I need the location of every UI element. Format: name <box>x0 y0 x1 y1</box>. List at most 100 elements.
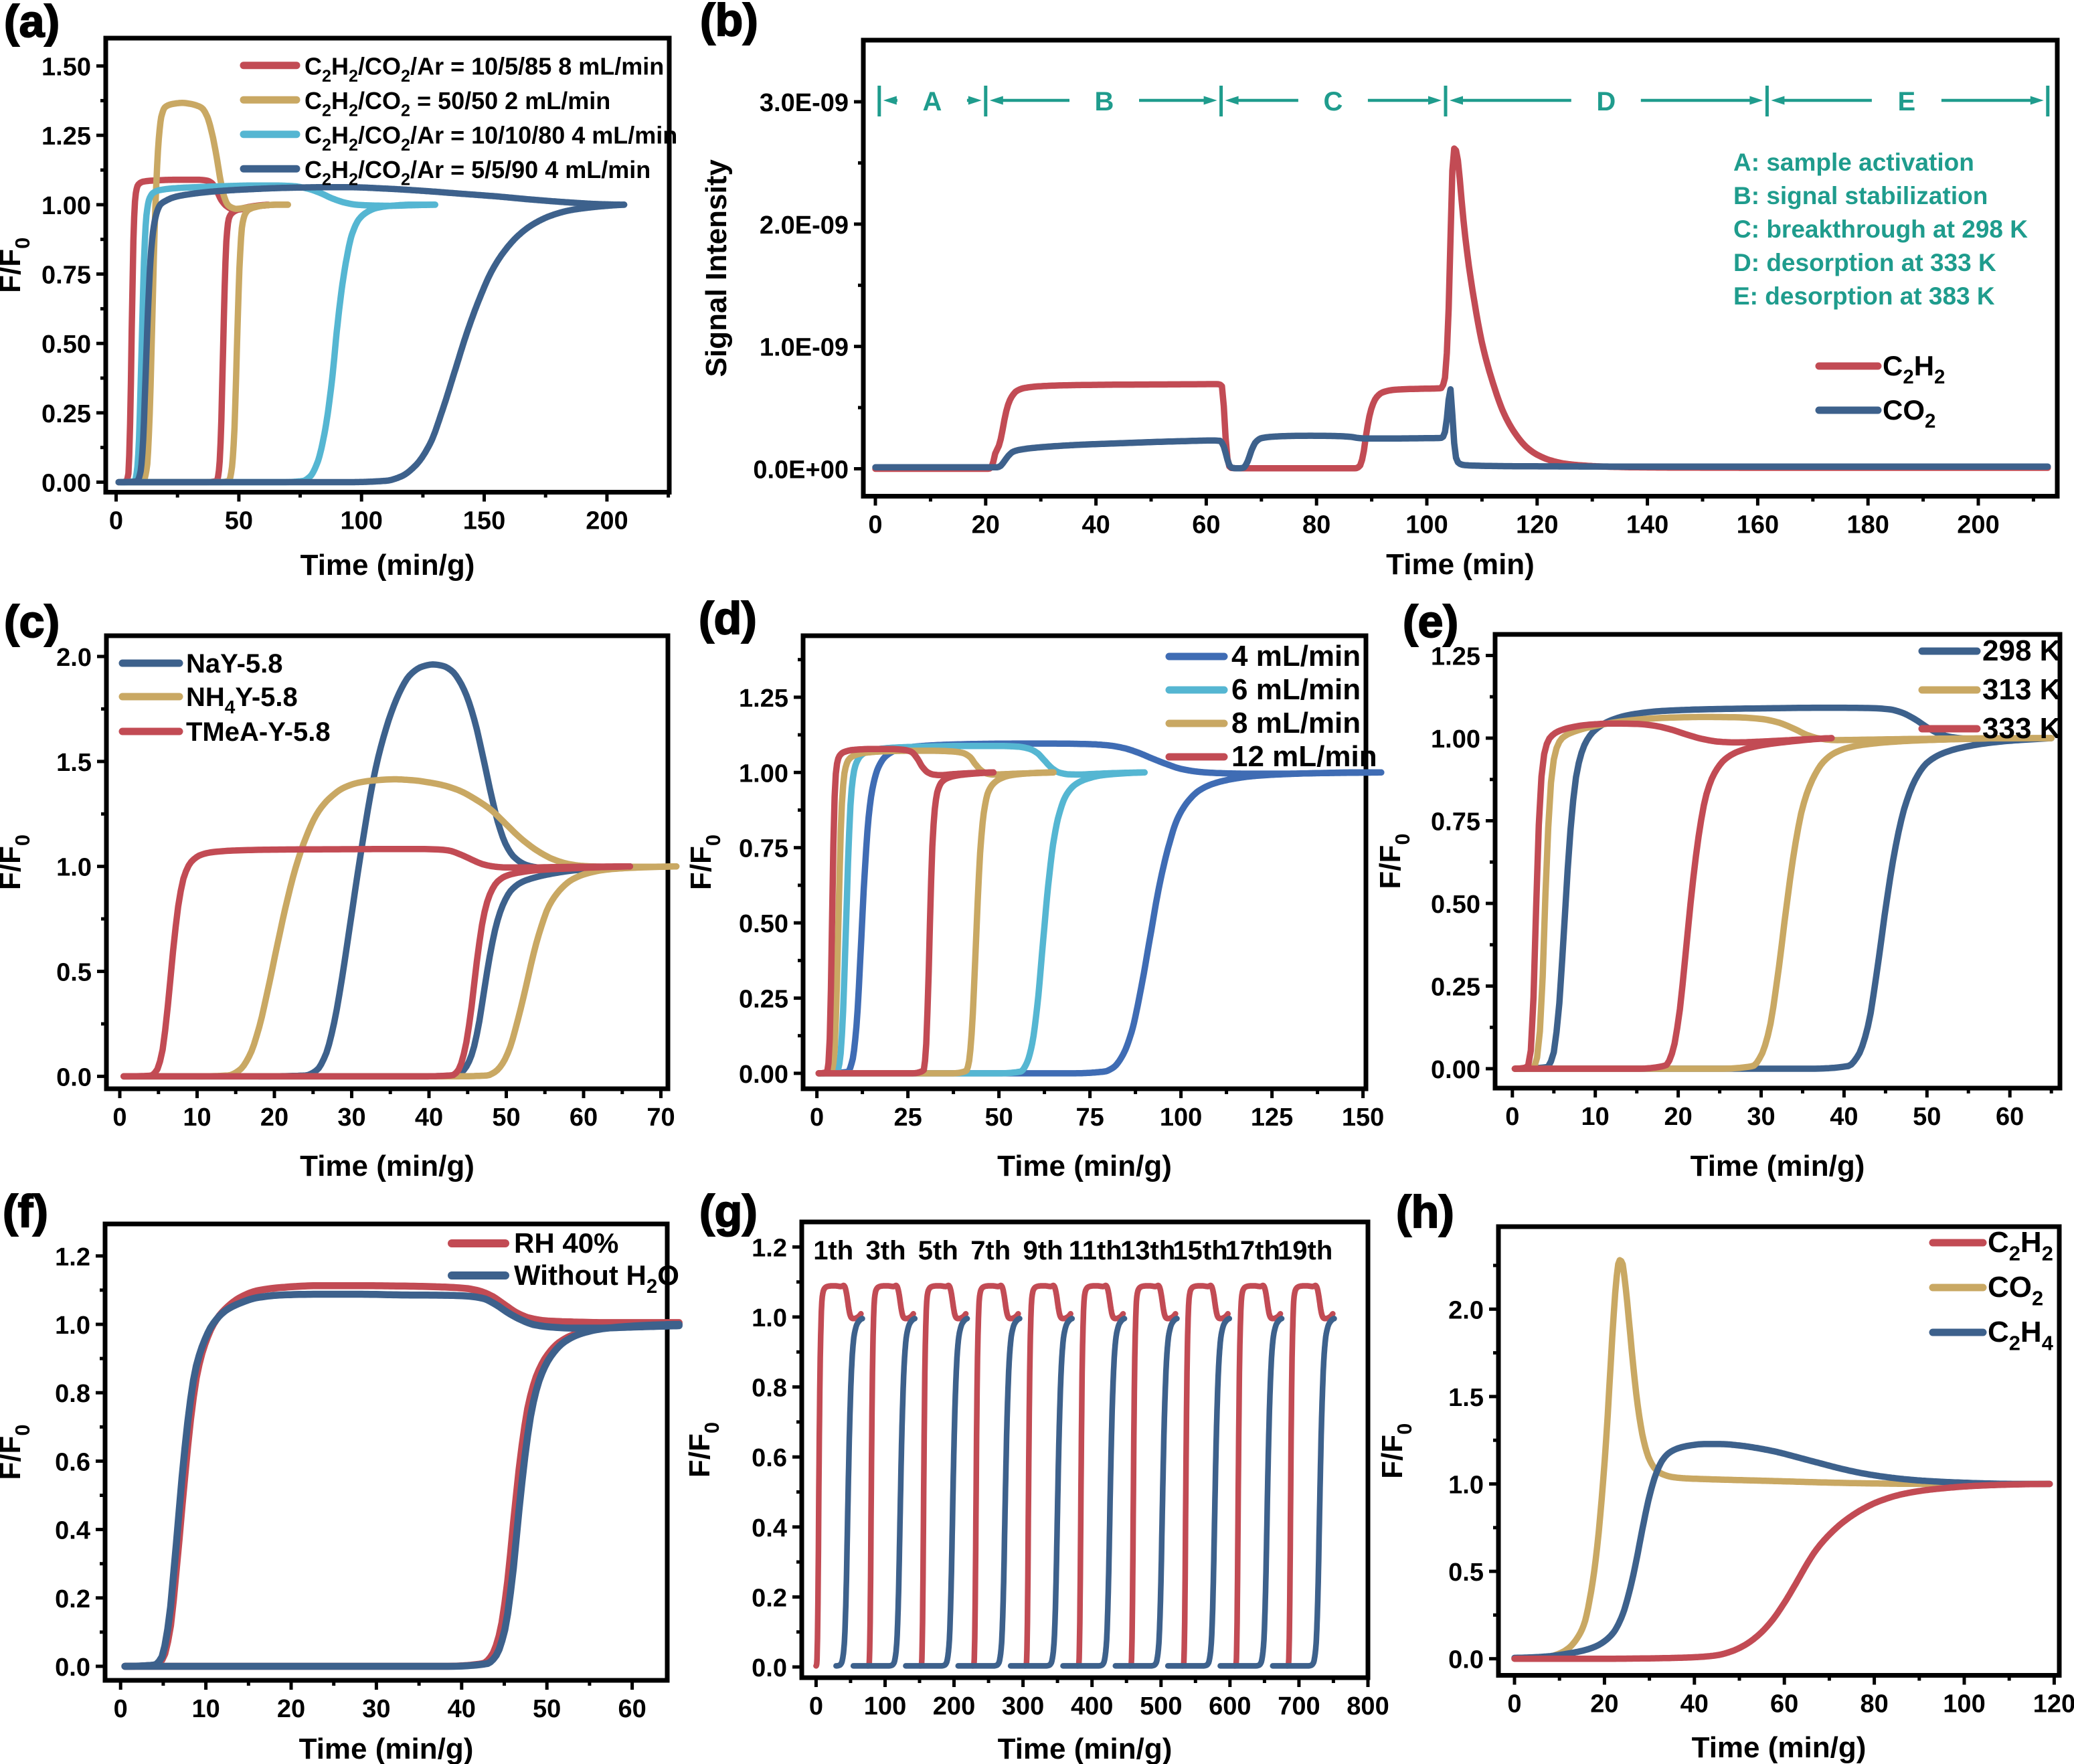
svg-text:D: D <box>1596 87 1616 116</box>
svg-text:100: 100 <box>1160 1104 1202 1132</box>
svg-text:200: 200 <box>1957 511 1999 539</box>
svg-text:1.25: 1.25 <box>739 685 788 713</box>
svg-text:298 K: 298 K <box>1982 634 2061 667</box>
svg-text:0.2: 0.2 <box>752 1584 787 1612</box>
svg-text:(f): (f) <box>3 1186 48 1237</box>
svg-text:A: sample activation: A: sample activation <box>1733 149 1974 176</box>
svg-text:1.2: 1.2 <box>55 1243 90 1271</box>
svg-text:10: 10 <box>1581 1103 1610 1131</box>
svg-text:0.0: 0.0 <box>752 1654 787 1682</box>
svg-text:1th: 1th <box>813 1236 853 1265</box>
svg-text:(c): (c) <box>4 596 60 647</box>
svg-text:10: 10 <box>183 1104 211 1132</box>
svg-text:0: 0 <box>868 511 882 539</box>
svg-text:1.5: 1.5 <box>1448 1384 1484 1412</box>
svg-text:80: 80 <box>1860 1690 1888 1718</box>
svg-text:10: 10 <box>191 1695 220 1723</box>
svg-text:(a): (a) <box>4 0 60 47</box>
svg-text:B: signal stabilization: B: signal stabilization <box>1733 182 1988 209</box>
svg-text:Time (min/g): Time (min/g) <box>997 1150 1172 1182</box>
svg-text:200: 200 <box>586 507 628 535</box>
svg-text:5th: 5th <box>918 1236 958 1265</box>
svg-text:3th: 3th <box>866 1236 906 1265</box>
svg-text:0.2: 0.2 <box>55 1585 90 1613</box>
svg-text:0.8: 0.8 <box>752 1375 787 1403</box>
svg-text:1.0: 1.0 <box>55 1312 90 1340</box>
svg-text:0.4: 0.4 <box>55 1517 90 1545</box>
svg-text:0.5: 0.5 <box>1448 1559 1484 1587</box>
svg-text:0.50: 0.50 <box>1431 891 1480 919</box>
svg-text:20: 20 <box>1664 1103 1692 1131</box>
svg-text:3.0E-09: 3.0E-09 <box>760 89 849 117</box>
svg-text:30: 30 <box>362 1695 390 1723</box>
svg-text:100: 100 <box>864 1692 906 1721</box>
svg-text:Time (min): Time (min) <box>1386 548 1535 581</box>
svg-text:Signal Intensity: Signal Intensity <box>700 159 733 377</box>
svg-text:1.0: 1.0 <box>752 1304 787 1332</box>
svg-text:60: 60 <box>570 1104 598 1132</box>
svg-text:0.75: 0.75 <box>41 262 91 290</box>
svg-text:0.50: 0.50 <box>41 331 91 359</box>
svg-text:0.25: 0.25 <box>41 400 91 428</box>
svg-text:C: C <box>1323 87 1343 116</box>
svg-text:1.0E-09: 1.0E-09 <box>760 334 849 362</box>
svg-text:120: 120 <box>1516 511 1558 539</box>
svg-text:E: E <box>1898 87 1916 116</box>
svg-text:1.00: 1.00 <box>739 760 788 788</box>
svg-text:0.75: 0.75 <box>1431 808 1480 836</box>
svg-text:9th: 9th <box>1023 1236 1063 1265</box>
svg-text:0.00: 0.00 <box>41 470 91 498</box>
svg-text:0.4: 0.4 <box>752 1514 787 1542</box>
svg-text:E: desorption at 383 K: E: desorption at 383 K <box>1733 282 1995 310</box>
svg-text:19th: 19th <box>1278 1236 1332 1265</box>
svg-text:50: 50 <box>533 1695 561 1723</box>
svg-text:100: 100 <box>1943 1690 1985 1718</box>
svg-text:30: 30 <box>337 1104 365 1132</box>
svg-text:313 K: 313 K <box>1982 673 2061 706</box>
svg-text:(d): (d) <box>699 593 757 644</box>
svg-text:0.0E+00: 0.0E+00 <box>753 456 849 484</box>
svg-text:40: 40 <box>448 1695 476 1723</box>
svg-text:0: 0 <box>112 1104 126 1132</box>
svg-text:D: desorption at 333 K: D: desorption at 333 K <box>1733 249 1996 276</box>
svg-text:60: 60 <box>1192 511 1220 539</box>
svg-text:20: 20 <box>260 1104 288 1132</box>
svg-text:160: 160 <box>1737 511 1779 539</box>
svg-text:20: 20 <box>277 1695 305 1723</box>
svg-text:100: 100 <box>340 507 382 535</box>
svg-text:300: 300 <box>1002 1692 1044 1721</box>
svg-text:C2H2​/CO2​/Ar = 5/5/90 4 mL/mi: C2H2​/CO2​/Ar = 5/5/90 4 mL/min <box>305 156 651 189</box>
svg-text:60: 60 <box>1770 1690 1798 1718</box>
svg-text:Time (min/g): Time (min/g) <box>299 1733 474 1764</box>
svg-text:0.0: 0.0 <box>1448 1646 1484 1674</box>
svg-text:500: 500 <box>1140 1692 1182 1721</box>
svg-text:NH4​Y-5.8: NH4​Y-5.8 <box>186 683 298 717</box>
svg-text:4 mL/min: 4 mL/min <box>1231 640 1361 673</box>
svg-text:0: 0 <box>1507 1690 1521 1718</box>
svg-text:B: B <box>1095 87 1114 116</box>
svg-text:Time (min/g): Time (min/g) <box>1692 1731 1867 1764</box>
svg-text:1.0: 1.0 <box>1448 1472 1484 1500</box>
svg-text:1.50: 1.50 <box>41 54 91 82</box>
svg-text:150: 150 <box>1342 1104 1384 1132</box>
svg-text:0.25: 0.25 <box>1431 974 1480 1002</box>
svg-text:0: 0 <box>809 1692 823 1721</box>
svg-text:17th: 17th <box>1225 1236 1280 1265</box>
svg-text:70: 70 <box>646 1104 675 1132</box>
svg-text:0.50: 0.50 <box>739 910 788 938</box>
svg-text:1.0: 1.0 <box>56 854 92 882</box>
svg-text:100: 100 <box>1405 511 1448 539</box>
svg-text:C2H2​/CO2​/Ar = 10/10/80 4 mL/: C2H2​/CO2​/Ar = 10/10/80 4 mL/min <box>305 122 677 155</box>
svg-text:150: 150 <box>463 507 505 535</box>
svg-text:40: 40 <box>415 1104 443 1132</box>
svg-text:(e): (e) <box>1403 596 1458 647</box>
svg-text:Time (min/g): Time (min/g) <box>300 549 475 582</box>
svg-text:2.0: 2.0 <box>56 644 92 672</box>
svg-text:0.0: 0.0 <box>55 1654 90 1682</box>
svg-text:12 mL/min: 12 mL/min <box>1231 740 1377 773</box>
svg-text:NaY-5.8: NaY-5.8 <box>186 649 283 679</box>
svg-text:11th: 11th <box>1069 1236 1122 1265</box>
svg-text:8 mL/min: 8 mL/min <box>1231 707 1361 739</box>
svg-text:C2H2​/CO2​/Ar = 10/5/85 8 mL/m: C2H2​/CO2​/Ar = 10/5/85 8 mL/min <box>305 53 664 86</box>
svg-text:50: 50 <box>225 507 253 535</box>
